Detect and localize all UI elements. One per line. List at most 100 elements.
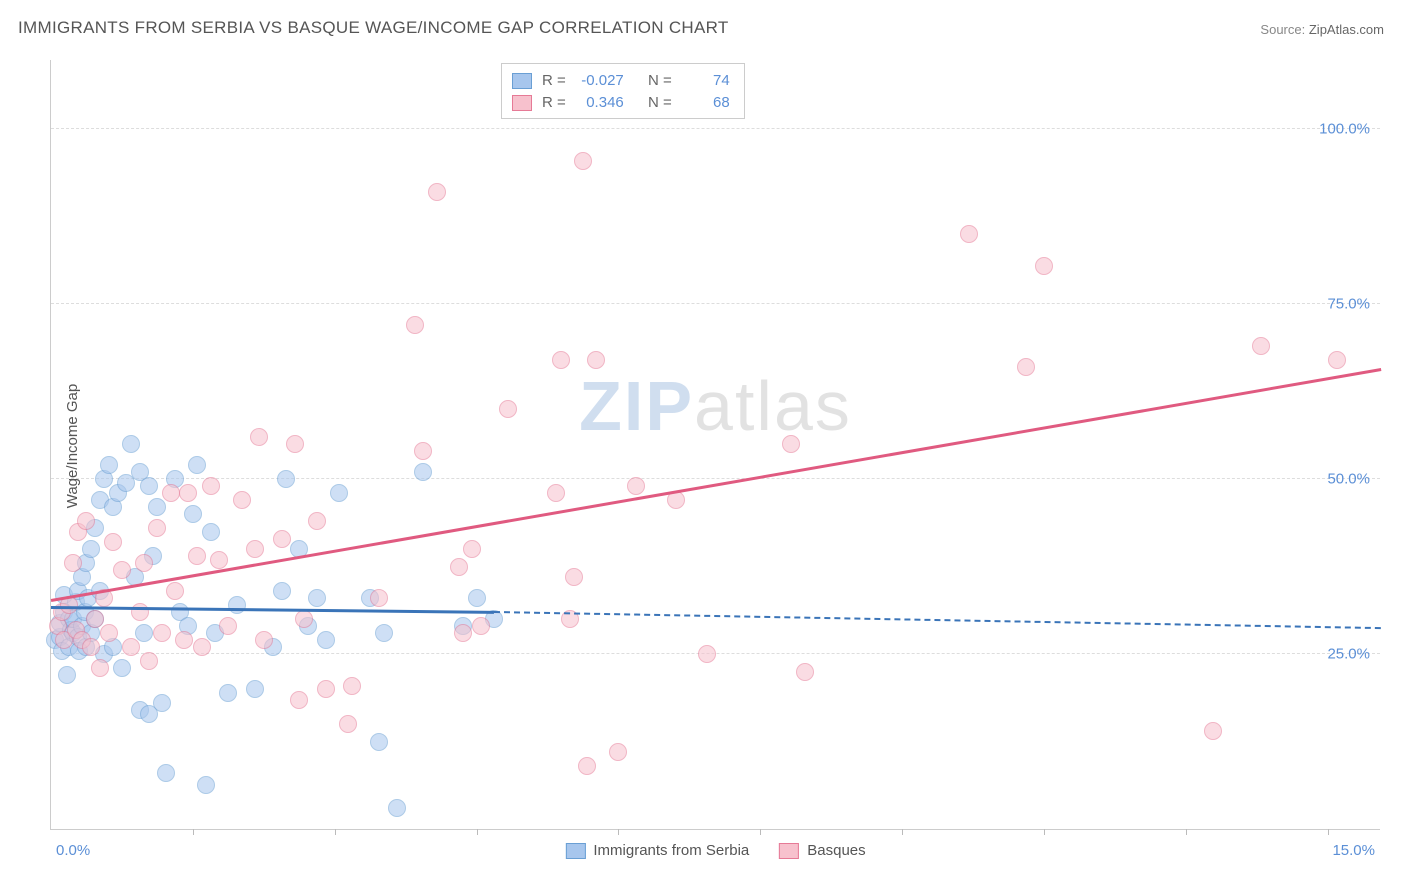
point-basques <box>578 757 596 775</box>
point-serbia <box>135 624 153 642</box>
point-basques <box>1328 351 1346 369</box>
legend-swatch-serbia <box>565 843 585 859</box>
point-serbia <box>317 631 335 649</box>
trend-line-serbia <box>51 606 494 613</box>
point-basques <box>370 589 388 607</box>
swatch-basques <box>512 95 532 111</box>
point-basques <box>210 551 228 569</box>
r-label: R = <box>542 70 566 92</box>
point-basques <box>782 435 800 453</box>
stats-row-serbia: R = -0.027 N = 74 <box>512 70 730 92</box>
source-label: Source: <box>1260 22 1305 37</box>
point-basques <box>153 624 171 642</box>
stats-row-basques: R = 0.346 N = 68 <box>512 92 730 114</box>
point-serbia <box>100 456 118 474</box>
point-basques <box>609 743 627 761</box>
n-value-serbia: 74 <box>682 70 730 92</box>
r-value-basques: 0.346 <box>576 92 624 114</box>
point-basques <box>122 638 140 656</box>
x-tick <box>1328 829 1329 835</box>
point-basques <box>140 652 158 670</box>
point-basques <box>77 512 95 530</box>
point-basques <box>796 663 814 681</box>
point-serbia <box>197 776 215 794</box>
point-basques <box>698 645 716 663</box>
point-basques <box>587 351 605 369</box>
point-basques <box>148 519 166 537</box>
point-basques <box>100 624 118 642</box>
swatch-serbia <box>512 73 532 89</box>
point-basques <box>82 638 100 656</box>
x-tick <box>477 829 478 835</box>
point-basques <box>472 617 490 635</box>
point-basques <box>308 512 326 530</box>
point-basques <box>202 477 220 495</box>
point-serbia <box>308 589 326 607</box>
n-label: N = <box>648 70 672 92</box>
x-tick <box>1044 829 1045 835</box>
point-basques <box>463 540 481 558</box>
point-basques <box>343 677 361 695</box>
x-axis-max-label: 15.0% <box>1332 842 1375 859</box>
trend-line-basques <box>51 368 1381 601</box>
point-serbia <box>188 456 206 474</box>
point-basques <box>91 659 109 677</box>
x-tick <box>618 829 619 835</box>
legend-label-basques: Basques <box>807 842 865 859</box>
y-tick-label: 50.0% <box>1327 471 1370 488</box>
legend-item-serbia: Immigrants from Serbia <box>565 842 749 859</box>
point-serbia <box>82 540 100 558</box>
chart-container: IMMIGRANTS FROM SERBIA VS BASQUE WAGE/IN… <box>0 0 1406 892</box>
watermark-atlas: atlas <box>694 367 852 445</box>
gridline <box>51 128 1380 129</box>
watermark: ZIPatlas <box>579 366 852 446</box>
y-tick-label: 100.0% <box>1319 121 1370 138</box>
source-attribution: Source: ZipAtlas.com <box>1260 22 1384 37</box>
point-serbia <box>202 523 220 541</box>
point-serbia <box>468 589 486 607</box>
y-tick-label: 25.0% <box>1327 646 1370 663</box>
point-serbia <box>157 764 175 782</box>
x-tick <box>902 829 903 835</box>
point-basques <box>565 568 583 586</box>
point-basques <box>552 351 570 369</box>
n-value-basques: 68 <box>682 92 730 114</box>
point-basques <box>454 624 472 642</box>
point-basques <box>499 400 517 418</box>
r-label: R = <box>542 92 566 114</box>
point-serbia <box>330 484 348 502</box>
point-basques <box>166 582 184 600</box>
point-serbia <box>246 680 264 698</box>
point-basques <box>450 558 468 576</box>
n-label: N = <box>648 92 672 114</box>
x-axis-min-label: 0.0% <box>56 842 90 859</box>
point-basques <box>286 435 304 453</box>
point-serbia <box>58 666 76 684</box>
point-basques <box>339 715 357 733</box>
point-basques <box>406 316 424 334</box>
point-basques <box>290 691 308 709</box>
point-serbia <box>414 463 432 481</box>
point-serbia <box>273 582 291 600</box>
point-basques <box>233 491 251 509</box>
point-basques <box>255 631 273 649</box>
chart-title: IMMIGRANTS FROM SERBIA VS BASQUE WAGE/IN… <box>18 18 729 38</box>
point-serbia <box>228 596 246 614</box>
legend-bottom: Immigrants from Serbia Basques <box>565 842 865 859</box>
x-tick <box>335 829 336 835</box>
point-basques <box>574 152 592 170</box>
point-basques <box>179 484 197 502</box>
point-basques <box>219 617 237 635</box>
point-basques <box>246 540 264 558</box>
y-tick-label: 75.0% <box>1327 296 1370 313</box>
point-serbia <box>184 505 202 523</box>
point-basques <box>627 477 645 495</box>
point-basques <box>317 680 335 698</box>
trend-line-serbia-extrapolated <box>494 611 1381 629</box>
point-basques <box>135 554 153 572</box>
point-basques <box>1204 722 1222 740</box>
point-serbia <box>140 477 158 495</box>
x-tick <box>1186 829 1187 835</box>
point-serbia <box>122 435 140 453</box>
stats-legend-box: R = -0.027 N = 74 R = 0.346 N = 68 <box>501 63 745 119</box>
